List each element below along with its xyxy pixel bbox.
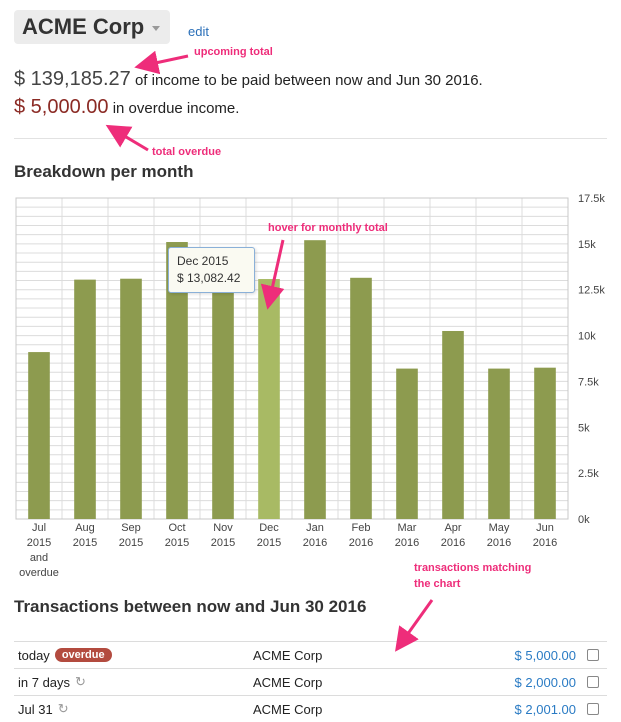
x-tick-label: 2015 bbox=[73, 537, 97, 549]
x-tick-label: May bbox=[489, 522, 510, 534]
annotation-transactions-line1: transactions matching bbox=[414, 562, 532, 574]
tx-date-cell: in 7 days ↻ bbox=[18, 674, 86, 690]
y-tick-label: 12.5k bbox=[578, 285, 605, 297]
x-tick-label: 2015 bbox=[119, 537, 143, 549]
x-tick-label: 2016 bbox=[487, 537, 511, 549]
tooltip-amount: $ 13,082.42 bbox=[177, 271, 241, 285]
x-tick-label: Dec bbox=[259, 522, 279, 534]
x-tick-label: Apr bbox=[444, 522, 461, 534]
tx-date: in 7 days bbox=[18, 674, 71, 690]
bar bbox=[166, 242, 188, 519]
tx-date-cell: today overdue bbox=[18, 648, 112, 663]
tx-checkbox[interactable] bbox=[587, 649, 599, 661]
upcoming-text: of income to be paid between now and Jun… bbox=[134, 72, 483, 89]
x-tick-label: Jul bbox=[32, 522, 46, 534]
tx-amount-link[interactable]: $ 2,001.00 bbox=[514, 701, 576, 717]
tx-date: today bbox=[18, 647, 50, 663]
x-tick-label: and bbox=[30, 552, 48, 564]
x-tick-label: 2015 bbox=[27, 537, 51, 549]
bar bbox=[442, 330, 464, 519]
x-tick-label: Jun bbox=[536, 522, 554, 534]
tx-date-cell: Jul 31 ↻ bbox=[18, 701, 69, 717]
annotation-hover: hover for monthly total bbox=[268, 222, 388, 234]
x-tick-label: 2016 bbox=[395, 537, 419, 549]
overdue-text: in overdue income. bbox=[112, 100, 240, 117]
x-tick-label: Sep bbox=[121, 522, 141, 534]
x-tick-label: Oct bbox=[168, 522, 185, 534]
overdue-summary: $ 5,000.00 in overdue income. bbox=[14, 96, 239, 119]
x-tick-label: 2015 bbox=[257, 537, 281, 549]
bar bbox=[28, 352, 50, 519]
divider bbox=[14, 138, 607, 139]
chart-title: Breakdown per month bbox=[14, 162, 194, 181]
x-tick-label: overdue bbox=[19, 567, 59, 579]
tx-party: ACME Corp bbox=[253, 647, 323, 663]
x-tick-label: 2016 bbox=[441, 537, 465, 549]
company-name: ACME Corp bbox=[22, 14, 145, 39]
x-tick-label: Mar bbox=[398, 522, 417, 534]
repeat-icon: ↻ bbox=[57, 701, 69, 716]
transactions-table: today overdue ACME Corp $ 5,000.00 in 7 … bbox=[14, 641, 607, 722]
y-tick-label: 10k bbox=[578, 331, 596, 343]
tx-checkbox[interactable] bbox=[587, 676, 599, 688]
y-tick-label: 2.5k bbox=[578, 468, 599, 480]
chart-tooltip: Dec 2015 $ 13,082.42 bbox=[168, 247, 255, 293]
x-tick-label: 2015 bbox=[211, 537, 235, 549]
bar bbox=[258, 279, 280, 519]
tx-party: ACME Corp bbox=[253, 701, 323, 717]
y-tick-label: 15k bbox=[578, 239, 596, 251]
x-tick-label: Jan bbox=[306, 522, 324, 534]
tx-date: Jul 31 bbox=[18, 701, 53, 717]
tx-party: ACME Corp bbox=[253, 674, 323, 690]
tooltip-month: Dec 2015 bbox=[177, 254, 229, 268]
transactions-title: Transactions between now and Jun 30 2016 bbox=[14, 597, 367, 616]
chart-frame bbox=[15, 197, 569, 520]
tx-amount-link[interactable]: $ 2,000.00 bbox=[514, 674, 576, 690]
bar bbox=[120, 278, 142, 519]
arrow-transactions bbox=[395, 599, 434, 652]
table-row[interactable]: in 7 days ↻ ACME Corp $ 2,000.00 bbox=[14, 668, 607, 695]
y-tick-label: 5k bbox=[578, 422, 590, 434]
table-row[interactable]: Jul 31 ↻ ACME Corp $ 2,001.00 bbox=[14, 695, 607, 722]
x-tick-label: 2016 bbox=[533, 537, 557, 549]
x-tick-label: Nov bbox=[213, 522, 233, 534]
status-badge: overdue bbox=[54, 648, 112, 662]
monthly-breakdown-chart: 0k 2.5k 5k 7.5k 10k 12.5k 15k 17.5k Jul 2015 and ov… bbox=[15, 193, 605, 579]
edit-link[interactable]: edit bbox=[188, 24, 209, 39]
tx-checkbox[interactable] bbox=[587, 703, 599, 715]
company-selector[interactable]: ACME Corp bbox=[14, 10, 171, 44]
overdue-total-amount: $ 5,000.00 bbox=[14, 96, 109, 118]
x-tick-label: Feb bbox=[352, 522, 371, 534]
repeat-icon: ↻ bbox=[75, 674, 86, 689]
annotation-total-overdue: total overdue bbox=[152, 146, 222, 158]
y-tick-label: 7.5k bbox=[578, 376, 599, 388]
y-tick-label: 0k bbox=[578, 514, 590, 526]
bar bbox=[350, 277, 372, 519]
bar bbox=[212, 280, 234, 519]
chevron-down-icon bbox=[152, 26, 161, 31]
x-tick-label: 2016 bbox=[349, 537, 373, 549]
upcoming-summary: $ 139,185.27 of income to be paid betwee… bbox=[14, 68, 483, 91]
bar bbox=[534, 367, 556, 519]
bar bbox=[396, 368, 418, 519]
x-tick-label: Aug bbox=[75, 522, 95, 534]
x-tick-label: 2015 bbox=[165, 537, 189, 549]
bar bbox=[488, 368, 510, 519]
table-row[interactable]: today overdue ACME Corp $ 5,000.00 bbox=[14, 641, 607, 668]
x-tick-label: 2016 bbox=[303, 537, 327, 549]
upcoming-total-amount: $ 139,185.27 bbox=[14, 68, 131, 90]
annotation-transactions-line2: the chart bbox=[414, 578, 461, 590]
tx-amount-link[interactable]: $ 5,000.00 bbox=[514, 647, 576, 663]
bar bbox=[304, 240, 326, 519]
annotation-upcoming-total: upcoming total bbox=[194, 46, 273, 58]
bar bbox=[74, 279, 96, 519]
y-tick-label: 17.5k bbox=[578, 193, 605, 205]
